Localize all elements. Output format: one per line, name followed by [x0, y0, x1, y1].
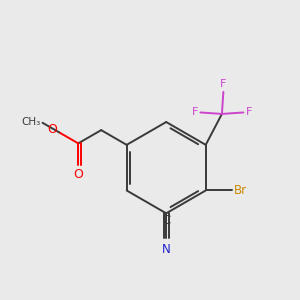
Text: C: C — [162, 214, 170, 227]
Text: O: O — [73, 168, 83, 182]
Text: N: N — [162, 243, 171, 256]
Text: F: F — [192, 107, 198, 118]
Text: Br: Br — [234, 184, 247, 197]
Text: CH₃: CH₃ — [22, 117, 41, 127]
Text: O: O — [47, 124, 57, 136]
Text: F: F — [246, 107, 252, 118]
Text: F: F — [220, 80, 226, 89]
